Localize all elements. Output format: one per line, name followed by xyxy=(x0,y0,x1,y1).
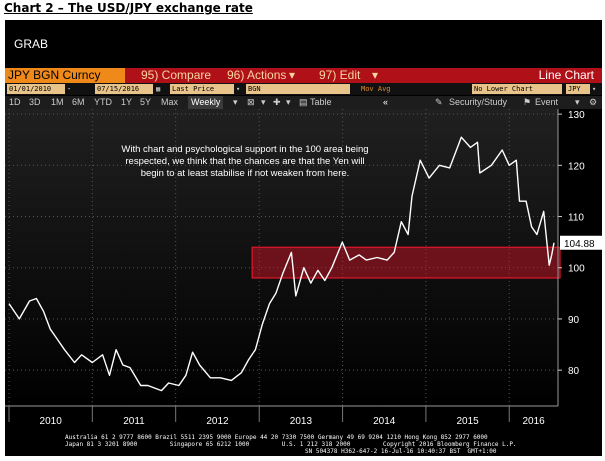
main-toolbar: JPY BGN Curncy 95) Compare 96) Actions ▾… xyxy=(5,68,602,83)
security-field[interactable]: JPY BGN Curncy xyxy=(5,68,125,83)
collapse-left-icon[interactable]: « xyxy=(383,97,389,107)
ticker-field[interactable]: BGN xyxy=(246,84,350,94)
x-tick-label: 2013 xyxy=(290,416,313,427)
date-separator: - xyxy=(67,85,72,93)
table-icon: ▤ xyxy=(299,97,308,107)
last-value-box xyxy=(560,235,602,250)
y-tick-label: 100 xyxy=(568,264,585,275)
chart-annotation: With chart and psychological support in … xyxy=(121,144,369,179)
lower-chart-select[interactable]: No Lower Chart xyxy=(472,84,562,94)
period-toolbar: 1D 3D 1M 6M YTD 1Y 5Y Max Weekly ▾ ⊠ ▾ ✚… xyxy=(5,96,602,109)
chart-style-icon[interactable]: ⊠ xyxy=(247,97,255,107)
x-tick-label: 2015 xyxy=(456,416,479,427)
plot-background xyxy=(5,109,558,406)
crosshair-icon[interactable]: ✚ xyxy=(273,97,281,107)
highlight-band-group xyxy=(251,246,561,279)
period-3d[interactable]: 3D xyxy=(29,97,41,107)
period-1d[interactable]: 1D xyxy=(9,97,21,107)
footer-copyright-line: Japan 81 3 3201 8900 Singapore 65 6212 1… xyxy=(65,441,517,448)
edit-button[interactable]: 97) Edit xyxy=(319,68,361,82)
event-dropdown-icon[interactable]: ▾ xyxy=(575,97,580,107)
period-1y[interactable]: 1Y xyxy=(121,97,133,107)
footer-timestamp-line: SN 504378 H362-647-2 16-Jul-16 10:40:37 … xyxy=(305,448,497,455)
y-tick-label: 80 xyxy=(568,366,580,377)
y-axis: 80 90 100 110 120 130 xyxy=(557,109,585,406)
period-5y[interactable]: 5Y xyxy=(140,97,152,107)
x-tick-label: 2011 xyxy=(123,416,145,427)
security-study-icon: ✎ xyxy=(435,97,443,107)
security-study-button[interactable]: Security/Study xyxy=(449,97,508,107)
actions-button[interactable]: 96) Actions xyxy=(227,68,287,82)
price-type-select[interactable]: Last Price xyxy=(170,84,234,94)
price-type-dropdown-icon[interactable]: ▾ xyxy=(236,85,241,93)
y-tick-label: 90 xyxy=(568,315,580,326)
last-value-marker: 104.88 xyxy=(560,235,602,250)
currency-dropdown-icon[interactable]: ▾ xyxy=(592,85,597,93)
footer-contacts-line: Australia 61 2 9777 8600 Brazil 5511 239… xyxy=(65,434,488,441)
grid-lines xyxy=(5,109,558,406)
table-button[interactable]: Table xyxy=(310,97,332,107)
settings-icon[interactable]: ⚙ xyxy=(589,97,598,107)
x-tick-label: 2014 xyxy=(373,416,396,427)
y-tick-label: 110 xyxy=(568,213,584,224)
period-1m[interactable]: 1M xyxy=(51,97,64,107)
edit-dropdown-icon: ▾ xyxy=(372,68,379,82)
chart-caption: Chart 2 – The USD/JPY exchange rate xyxy=(4,1,253,15)
event-button[interactable]: Event xyxy=(535,97,559,107)
crosshair-dropdown-icon[interactable]: ▾ xyxy=(286,97,291,107)
y-tick-label: 120 xyxy=(568,161,585,172)
x-tick-label: 2016 xyxy=(522,416,545,427)
usdjpy-series-line xyxy=(8,136,555,392)
series-group xyxy=(8,136,555,392)
grab-label: GRAB xyxy=(14,37,49,51)
support-highlight-band xyxy=(251,246,561,279)
period-6m[interactable]: 6M xyxy=(72,97,85,107)
x-tick-label: 2010 xyxy=(40,416,63,427)
end-date-field[interactable]: 07/15/2016 xyxy=(95,84,153,94)
settings-toolbar: 01/01/2010 - 07/15/2016 ▦ Last Price ▾ B… xyxy=(5,83,602,95)
last-value-label: 104.88 xyxy=(564,239,595,250)
mov-avg-label[interactable]: Mov Avg xyxy=(361,85,391,93)
actions-dropdown-icon: ▾ xyxy=(289,68,296,82)
event-icon: ⚑ xyxy=(523,97,532,107)
currency-select[interactable]: JPY xyxy=(566,84,590,94)
start-date-field[interactable]: 01/01/2010 xyxy=(7,84,65,94)
x-axis: 2010 2011 2012 2013 2014 2015 2016 xyxy=(5,405,558,427)
chart-style-dropdown-icon[interactable]: ▾ xyxy=(261,97,266,107)
period-ytd[interactable]: YTD xyxy=(94,97,112,107)
bloomberg-terminal-window: GRAB JPY BGN Curncy 95) Compare 96) Acti… xyxy=(5,20,602,456)
compare-button[interactable]: 95) Compare xyxy=(141,68,212,82)
x-tick-label: 2012 xyxy=(206,416,229,427)
chart-type-label: Line Chart xyxy=(538,68,594,82)
period-max[interactable]: Max xyxy=(161,97,179,107)
frequency-select[interactable]: Weekly xyxy=(188,96,224,109)
frequency-dropdown-icon[interactable]: ▾ xyxy=(233,97,238,107)
calendar-icon[interactable]: ▦ xyxy=(156,85,161,93)
y-tick-label: 130 xyxy=(568,110,585,121)
